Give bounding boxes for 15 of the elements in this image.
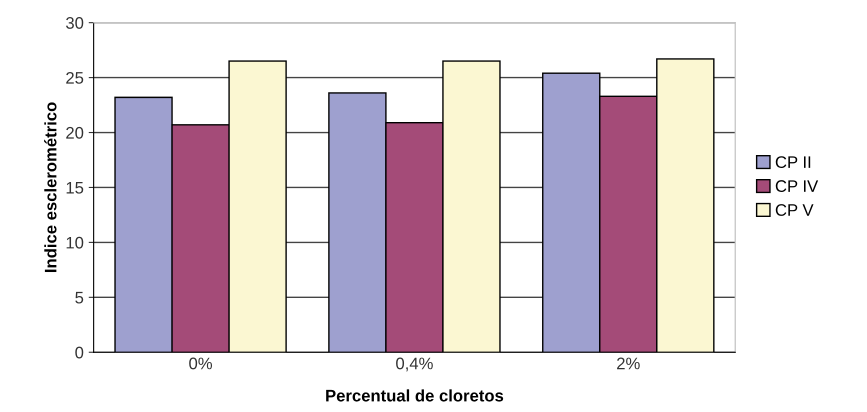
- y-tick-label: 25: [66, 72, 84, 84]
- x-tick-label: 0,4%: [396, 358, 433, 372]
- y-tick-label: 30: [66, 17, 84, 29]
- legend-label: CP II: [776, 156, 810, 168]
- y-tick-label: 10: [66, 236, 84, 249]
- x-tick-label: 2%: [617, 358, 640, 370]
- y-tick-label: 0: [75, 346, 84, 358]
- x-tick-label: 0%: [189, 358, 212, 370]
- y-tick-label: 5: [75, 292, 84, 304]
- y-axis-title: Indice esclerométrico: [44, 102, 57, 272]
- y-tick-label: 20: [66, 126, 84, 139]
- y-tick-label: 15: [66, 182, 84, 194]
- legend-label: CP IV: [776, 180, 818, 192]
- legend-label: CP V: [776, 204, 814, 216]
- x-axis-title: Percentual de cloretos: [326, 389, 504, 402]
